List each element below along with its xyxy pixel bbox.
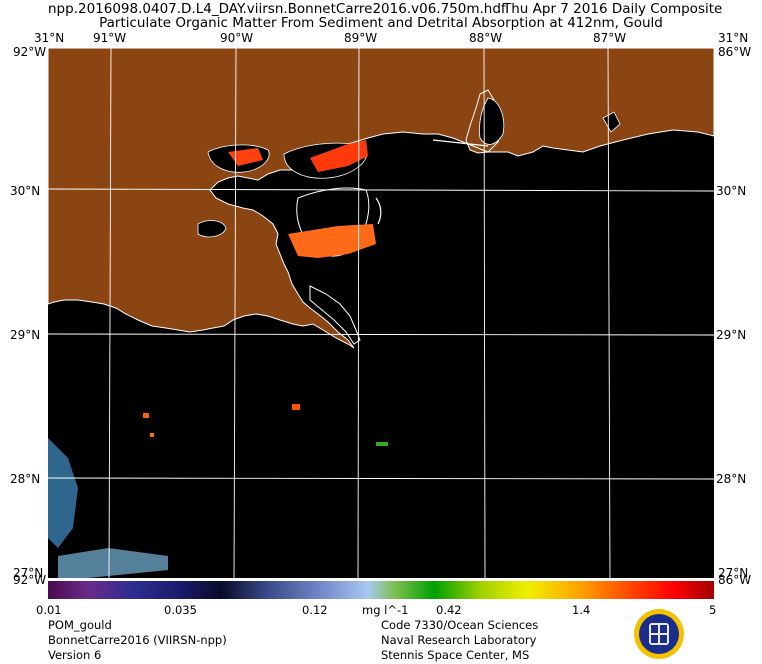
lat-label-29n-left: 29°N	[10, 328, 41, 342]
pom-low-west	[48, 438, 78, 548]
lat-label-30n-right: 30°N	[716, 184, 747, 198]
footer-code: Code 7330/Ocean Sciences	[381, 618, 539, 632]
corner-label-top-left: 31°N	[34, 31, 65, 45]
pom-pixel-green	[376, 442, 388, 446]
barrier-islands	[432, 139, 489, 147]
filename-title: npp.2016098.0407.D.L4_DAY.viirsn.BonnetC…	[48, 1, 506, 17]
map-svg	[48, 48, 714, 578]
colorbar-tick-3: 0.42	[436, 603, 462, 617]
edge-label-left-top: 92°W	[13, 45, 47, 59]
footer-version: Version 6	[48, 648, 102, 662]
date-title: Thu Apr 7 2016 Daily Composite	[503, 1, 723, 17]
lat-label-30n-left: 30°N	[10, 184, 41, 198]
lon-label-91w: 91°W	[93, 31, 127, 45]
pom-patch-maurepas	[228, 148, 263, 166]
lat-label-29n-right: 29°N	[716, 328, 747, 342]
pom-patch-pontchartrain	[310, 140, 368, 172]
land-mass	[48, 48, 714, 349]
lon-label-89w: 89°W	[344, 31, 378, 45]
corner-label-bottom-right: 27°N	[718, 566, 749, 580]
chandeleur-islands	[375, 197, 382, 225]
lat-label-28n-left: 28°N	[10, 472, 41, 486]
footer-product: POM_gould	[48, 618, 112, 632]
lon-label-88w: 88°W	[469, 31, 503, 45]
footer-dataset: BonnetCarre2016 (VIIRSN-npp)	[48, 633, 227, 647]
colorbar-units: mg l^-1	[362, 603, 409, 617]
colorbar-tick-4: 1.4	[572, 603, 591, 617]
nrl-seal-icon	[634, 609, 684, 659]
pom-pixel-3	[150, 433, 154, 437]
pom-low-southwest	[58, 548, 168, 578]
lon-label-87w: 87°W	[593, 31, 627, 45]
lon-label-90w: 90°W	[220, 31, 254, 45]
edge-label-right-top: 86°W	[718, 45, 752, 59]
pom-patch-borgne	[288, 224, 376, 258]
edge-label-left-bottom: 92°W	[13, 573, 47, 587]
corner-label-top-right: 31°N	[718, 31, 749, 45]
mississippi-delta	[309, 285, 361, 345]
colorbar	[48, 581, 714, 599]
lat-label-28n-right: 28°N	[716, 472, 747, 486]
product-subtitle: Particulate Organic Matter From Sediment…	[99, 15, 663, 31]
map-panel[interactable]	[48, 48, 714, 578]
colorbar-gradient	[48, 581, 714, 599]
colorbar-tick-0: 0.01	[36, 603, 62, 617]
graticule	[48, 48, 714, 578]
mobile-bay	[479, 97, 505, 145]
footer-lab: Naval Research Laboratory	[381, 633, 537, 647]
footer-location: Stennis Space Center, MS	[381, 648, 530, 662]
colorbar-tick-2: 0.12	[302, 603, 328, 617]
inland-lake	[197, 220, 227, 238]
colorbar-tick-1: 0.035	[164, 603, 197, 617]
pom-pixel-1	[143, 413, 149, 418]
corner-label-bottom-left: 27°N	[13, 566, 44, 580]
edge-label-right-bottom: 86°W	[718, 573, 752, 587]
colorbar-tick-5: 5	[709, 603, 717, 617]
pom-pixel-2	[292, 404, 300, 410]
